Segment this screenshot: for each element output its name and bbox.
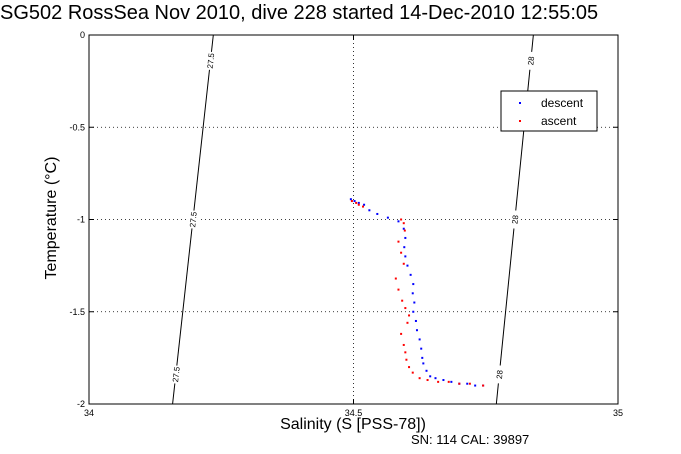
contour-label-bg-1-1 <box>508 210 521 229</box>
descent-point-4 <box>368 209 371 212</box>
descent-point-21 <box>420 347 423 350</box>
legend-label-ascent: ascent <box>541 114 577 128</box>
contour-label-bg-0-0 <box>169 364 182 384</box>
ascent-point-28 <box>482 384 485 387</box>
descent-point-8 <box>402 227 405 230</box>
contour-label-1-1: 28 <box>510 214 520 224</box>
descent-point-25 <box>429 375 432 378</box>
legend-label-descent: descent <box>541 96 584 110</box>
ascent-point-21 <box>411 371 414 374</box>
ascent-point-17 <box>402 343 405 346</box>
ascent-point-14 <box>408 314 411 317</box>
ascent-point-13 <box>404 307 407 310</box>
descent-point-13 <box>409 273 412 276</box>
legend: descent ascent <box>500 90 598 132</box>
descent-point-17 <box>412 310 415 313</box>
y-tick-label-4: -2 <box>77 399 85 409</box>
ascent-point-1 <box>355 201 358 204</box>
descent-point-15 <box>411 292 414 295</box>
y-tick-label-2: -1 <box>77 215 85 225</box>
y-tick-label-1: -0.5 <box>69 122 85 132</box>
contour-label-bg-0-2 <box>204 51 217 71</box>
contour-label-0-0: 27.5 <box>171 366 182 383</box>
contour-label-bg-1-0 <box>493 365 506 384</box>
descent-point-24 <box>425 369 428 372</box>
contour-label-0-1: 27.5 <box>188 211 199 228</box>
ascent-point-4 <box>400 218 403 221</box>
descent-point-20 <box>418 338 421 341</box>
ascent-point-12 <box>401 299 404 302</box>
descent-point-22 <box>421 356 424 359</box>
descent-point-28 <box>450 380 453 383</box>
y-tick-label-3: -1.5 <box>69 307 85 317</box>
series-descent <box>349 198 485 387</box>
descent-point-31 <box>474 384 477 387</box>
ascent-point-27 <box>468 382 471 385</box>
ascent-point-11 <box>397 288 400 291</box>
ascent-point-6 <box>403 229 406 232</box>
legend-marker-descent <box>519 102 521 104</box>
ascent-point-19 <box>405 358 408 361</box>
ascent-point-0 <box>350 200 353 203</box>
data-points <box>349 198 485 387</box>
descent-point-5 <box>376 212 379 215</box>
axis-ticks: 34 34.5 35 0 -0.5 -1 -1.5 -2 <box>69 30 623 418</box>
ascent-point-26 <box>458 382 461 385</box>
series-ascent <box>350 200 485 387</box>
descent-point-6 <box>386 216 389 219</box>
descent-point-7 <box>397 220 400 223</box>
descent-point-12 <box>406 264 409 267</box>
ascent-point-9 <box>402 262 405 265</box>
descent-point-0 <box>349 198 352 201</box>
descent-point-2 <box>357 201 360 204</box>
descent-point-27 <box>442 379 445 382</box>
ascent-point-24 <box>437 380 440 383</box>
footer-caption: SN: 114 CAL: 39897 <box>411 432 530 447</box>
ascent-point-3 <box>362 205 365 208</box>
ascent-point-7 <box>397 240 400 243</box>
ascent-point-10 <box>394 277 397 280</box>
x-tick-label-0: 34 <box>84 408 94 418</box>
legend-box <box>500 90 598 132</box>
x-axis-label: Salinity (S [PSS-78]) <box>280 416 426 433</box>
contour-label-0-2: 27.5 <box>206 52 217 69</box>
ascent-point-5 <box>402 222 405 225</box>
descent-point-23 <box>422 362 425 365</box>
descent-point-14 <box>412 283 415 286</box>
ascent-point-8 <box>400 251 403 254</box>
descent-point-1 <box>353 200 356 203</box>
x-tick-label-1: 34.5 <box>345 408 363 418</box>
contour-label-bg-1-2 <box>524 51 537 71</box>
legend-marker-ascent <box>519 120 521 122</box>
contour-label-bg-0-1 <box>186 210 199 229</box>
ascent-point-15 <box>406 321 409 324</box>
descent-point-3 <box>363 203 366 206</box>
ascent-point-16 <box>400 332 403 335</box>
x-tick-label-2: 35 <box>613 408 623 418</box>
grid-lines <box>89 35 618 404</box>
descent-point-10 <box>403 246 406 249</box>
ascent-point-2 <box>357 203 360 206</box>
descent-point-11 <box>404 255 407 258</box>
descent-point-30 <box>466 382 469 385</box>
descent-point-9 <box>404 236 407 239</box>
ascent-point-18 <box>404 351 407 354</box>
contour-label-1-0: 28 <box>495 369 505 379</box>
ascent-point-20 <box>408 366 411 369</box>
chart-title: SG502 RossSea Nov 2010, dive 228 started… <box>0 2 599 24</box>
descent-point-16 <box>413 301 416 304</box>
descent-point-26 <box>434 377 437 380</box>
y-axis-label: Temperature (°C) <box>43 156 60 280</box>
descent-point-18 <box>414 319 417 322</box>
y-tick-label-0: 0 <box>80 30 85 40</box>
descent-point-19 <box>415 329 418 332</box>
ascent-point-25 <box>447 380 450 383</box>
ascent-point-22 <box>418 377 421 380</box>
ascent-point-23 <box>426 379 429 382</box>
contour-label-1-2: 28 <box>526 55 536 65</box>
